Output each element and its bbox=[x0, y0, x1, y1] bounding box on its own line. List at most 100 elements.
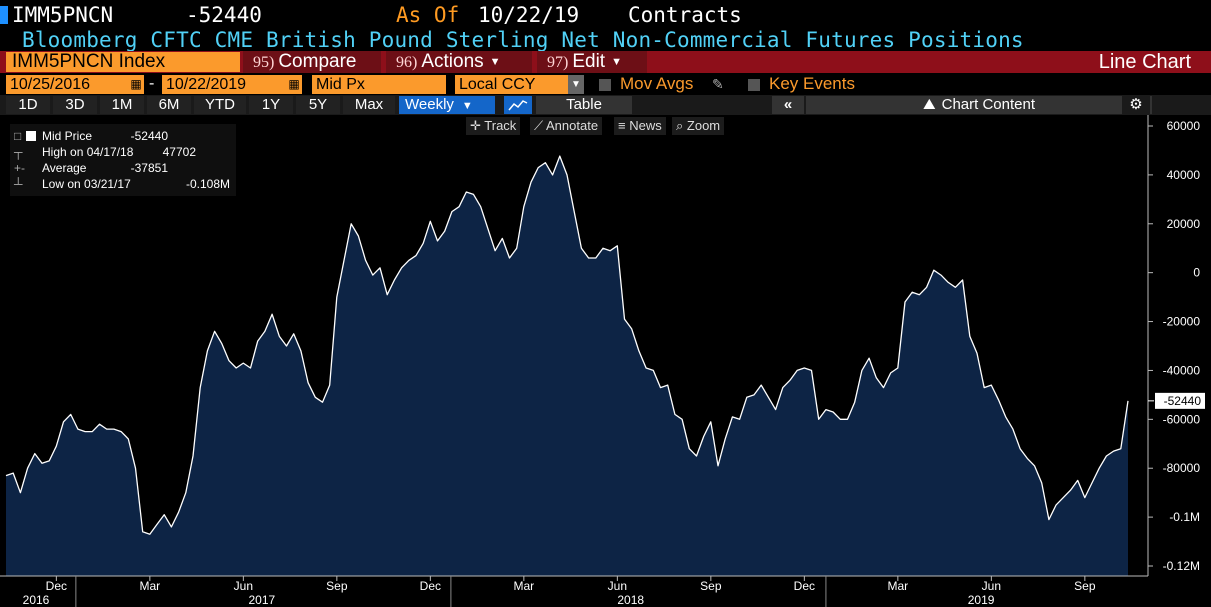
legend-avg-value: -37851 bbox=[130, 161, 168, 175]
gear-icon[interactable]: ⚙ bbox=[1122, 96, 1150, 114]
legend-row-avg: +- Average -37851 bbox=[10, 160, 236, 176]
mov-avgs-label[interactable]: Mov Avgs bbox=[620, 74, 694, 93]
table-button[interactable]: Table bbox=[536, 96, 632, 114]
news-icon: ≡ bbox=[618, 118, 630, 133]
chart-content-button[interactable]: ⛰ Chart Content bbox=[806, 96, 1152, 114]
command-bar: IMM5PNCN Index 95) Compare 96) Actions ▼ 97… bbox=[0, 51, 1211, 73]
mov-avgs-checkbox[interactable] bbox=[599, 79, 611, 91]
frequency-label: Weekly bbox=[405, 96, 454, 113]
frequency-select[interactable]: Weekly ▼ bbox=[399, 96, 495, 114]
legend-row-mid: □ Mid Price -52440 bbox=[10, 128, 236, 144]
legend-low-label: Low on 03/21/17 bbox=[42, 177, 131, 191]
track-label: Track bbox=[484, 118, 517, 133]
annotate-label: Annotate bbox=[546, 118, 599, 133]
legend-high-value: 47702 bbox=[162, 145, 196, 159]
x-tick-label: Mar bbox=[140, 579, 161, 593]
chart-content-icon: ⛰ bbox=[923, 96, 936, 113]
start-date-field[interactable]: 10/25/2016 bbox=[6, 75, 128, 94]
x-tick-label: Sep bbox=[326, 579, 348, 593]
x-tick-label: Dec bbox=[794, 579, 815, 593]
x-tick-label: Jun bbox=[982, 579, 1001, 593]
collapse-icon[interactable]: « bbox=[772, 96, 804, 114]
x-tick-label: Jun bbox=[608, 579, 627, 593]
period-bar: 1D 3D 1M 6M YTD 1Y 5Y Max Weekly ▼ Table … bbox=[0, 95, 1211, 115]
legend-swatch-icon bbox=[26, 131, 36, 141]
series-area bbox=[6, 156, 1128, 576]
series-line[interactable] bbox=[5, 155, 1129, 535]
units-label: Contracts bbox=[628, 3, 742, 27]
line-chart-icon[interactable] bbox=[504, 96, 532, 114]
crosshair-icon: ✛ bbox=[470, 118, 485, 133]
legend-mid-value: -52440 bbox=[130, 129, 168, 143]
date-separator: - bbox=[149, 75, 155, 92]
actions-button[interactable]: 96) Actions ▼ bbox=[386, 51, 532, 73]
x-tick-label: Dec bbox=[46, 579, 67, 593]
low-marker-icon: ┴ bbox=[14, 177, 23, 191]
ticker-bar: IMM5PNCN -52440 As Of 10/22/19 Contracts bbox=[0, 0, 1211, 29]
legend-avg-label: Average bbox=[42, 161, 87, 175]
last-value: -52440 bbox=[186, 3, 262, 27]
key-events-checkbox[interactable] bbox=[748, 79, 760, 91]
calendar-icon[interactable]: ▦ bbox=[128, 75, 144, 94]
security-description: Bloomberg CFTC CME British Pound Sterlin… bbox=[22, 28, 1024, 52]
edit-label: Edit bbox=[572, 51, 606, 73]
news-label: News bbox=[629, 118, 662, 133]
legend-row-high: ┬ High on 04/17/18 47702 bbox=[10, 144, 236, 160]
pencil-icon[interactable]: ✎ bbox=[712, 76, 724, 92]
track-button[interactable]: ✛ Track bbox=[466, 117, 521, 135]
currency-select[interactable]: Local CCY bbox=[455, 75, 568, 94]
x-tick-label: Sep bbox=[700, 579, 722, 593]
zoom-button[interactable]: ⌕ Zoom bbox=[672, 117, 725, 135]
edit-button[interactable]: 97) Edit ▼ bbox=[537, 51, 647, 73]
year-label: 2016 bbox=[23, 593, 50, 607]
chevron-down-icon[interactable]: ▼ bbox=[568, 75, 584, 94]
period-5y-button[interactable]: 5Y bbox=[296, 96, 340, 114]
magnifier-icon: ⌕ bbox=[676, 118, 687, 133]
y-tick-label: -40000 bbox=[1163, 363, 1201, 377]
line-chart[interactable]: 60000 40000 20000 0 -20000 -40000 -60000 -80000… bbox=[0, 115, 1211, 607]
average-marker-icon: +- bbox=[14, 161, 26, 175]
news-button[interactable]: ≡ News bbox=[614, 117, 666, 135]
options-bar: 10/25/2016 ▦ - 10/22/2019 ▦ Mid Px Local… bbox=[0, 74, 1211, 94]
security-field[interactable]: IMM5PNCN Index bbox=[6, 52, 240, 72]
actions-number: 96) bbox=[396, 54, 418, 72]
chart-legend[interactable]: □ Mid Price -52440 ┬ High on 04/17/18 47… bbox=[10, 124, 236, 196]
y-axis: 60000 40000 20000 0 -20000 -40000 -60000 -80000… bbox=[1147, 115, 1205, 576]
period-3d-button[interactable]: 3D bbox=[53, 96, 97, 114]
as-of-label: As Of bbox=[396, 3, 460, 27]
price-field-select[interactable]: Mid Px bbox=[312, 75, 446, 94]
ticker-symbol[interactable]: IMM5PNCN bbox=[12, 3, 114, 27]
period-ytd-button[interactable]: YTD bbox=[194, 96, 246, 114]
y-tick-label: -80000 bbox=[1163, 461, 1201, 475]
last-value-box bbox=[1155, 392, 1205, 409]
chevron-down-icon: ▼ bbox=[489, 56, 501, 68]
zoom-label: Zoom bbox=[686, 118, 721, 133]
as-of-date: 10/22/19 bbox=[478, 3, 580, 27]
chart-content-label: Chart Content bbox=[941, 96, 1035, 113]
y-tick-label: -20000 bbox=[1163, 315, 1201, 329]
y-tick-label: 20000 bbox=[1167, 217, 1201, 231]
high-marker-icon: ┬ bbox=[14, 145, 23, 159]
legend-low-value: -0.108M bbox=[185, 177, 230, 191]
year-label: 2017 bbox=[248, 593, 275, 607]
chart-type-title: Line Chart bbox=[1098, 51, 1191, 73]
compare-label: Compare bbox=[278, 51, 357, 72]
actions-label: Actions bbox=[421, 51, 484, 73]
legend-checkbox-icon[interactable]: □ bbox=[14, 129, 22, 143]
edit-number: 97) bbox=[547, 54, 569, 72]
period-1m-button[interactable]: 1M bbox=[100, 96, 144, 114]
y-tick-label: 0 bbox=[1193, 266, 1200, 280]
x-tick-label: Sep bbox=[1074, 579, 1096, 593]
key-events-label[interactable]: Key Events bbox=[769, 74, 855, 93]
period-1y-button[interactable]: 1Y bbox=[249, 96, 293, 114]
period-1d-button[interactable]: 1D bbox=[6, 96, 50, 114]
legend-high-label: High on 04/17/18 bbox=[42, 145, 134, 159]
year-label: 2018 bbox=[617, 593, 644, 607]
compare-button[interactable]: 95) Compare bbox=[243, 51, 381, 73]
annotate-button[interactable]: ⟋ Annotate bbox=[530, 117, 603, 135]
end-date-field[interactable]: 10/22/2019 bbox=[162, 75, 286, 94]
legend-mid-label: Mid Price bbox=[42, 129, 93, 143]
calendar-icon[interactable]: ▦ bbox=[286, 75, 302, 94]
period-max-button[interactable]: Max bbox=[343, 96, 395, 114]
period-6m-button[interactable]: 6M bbox=[147, 96, 191, 114]
